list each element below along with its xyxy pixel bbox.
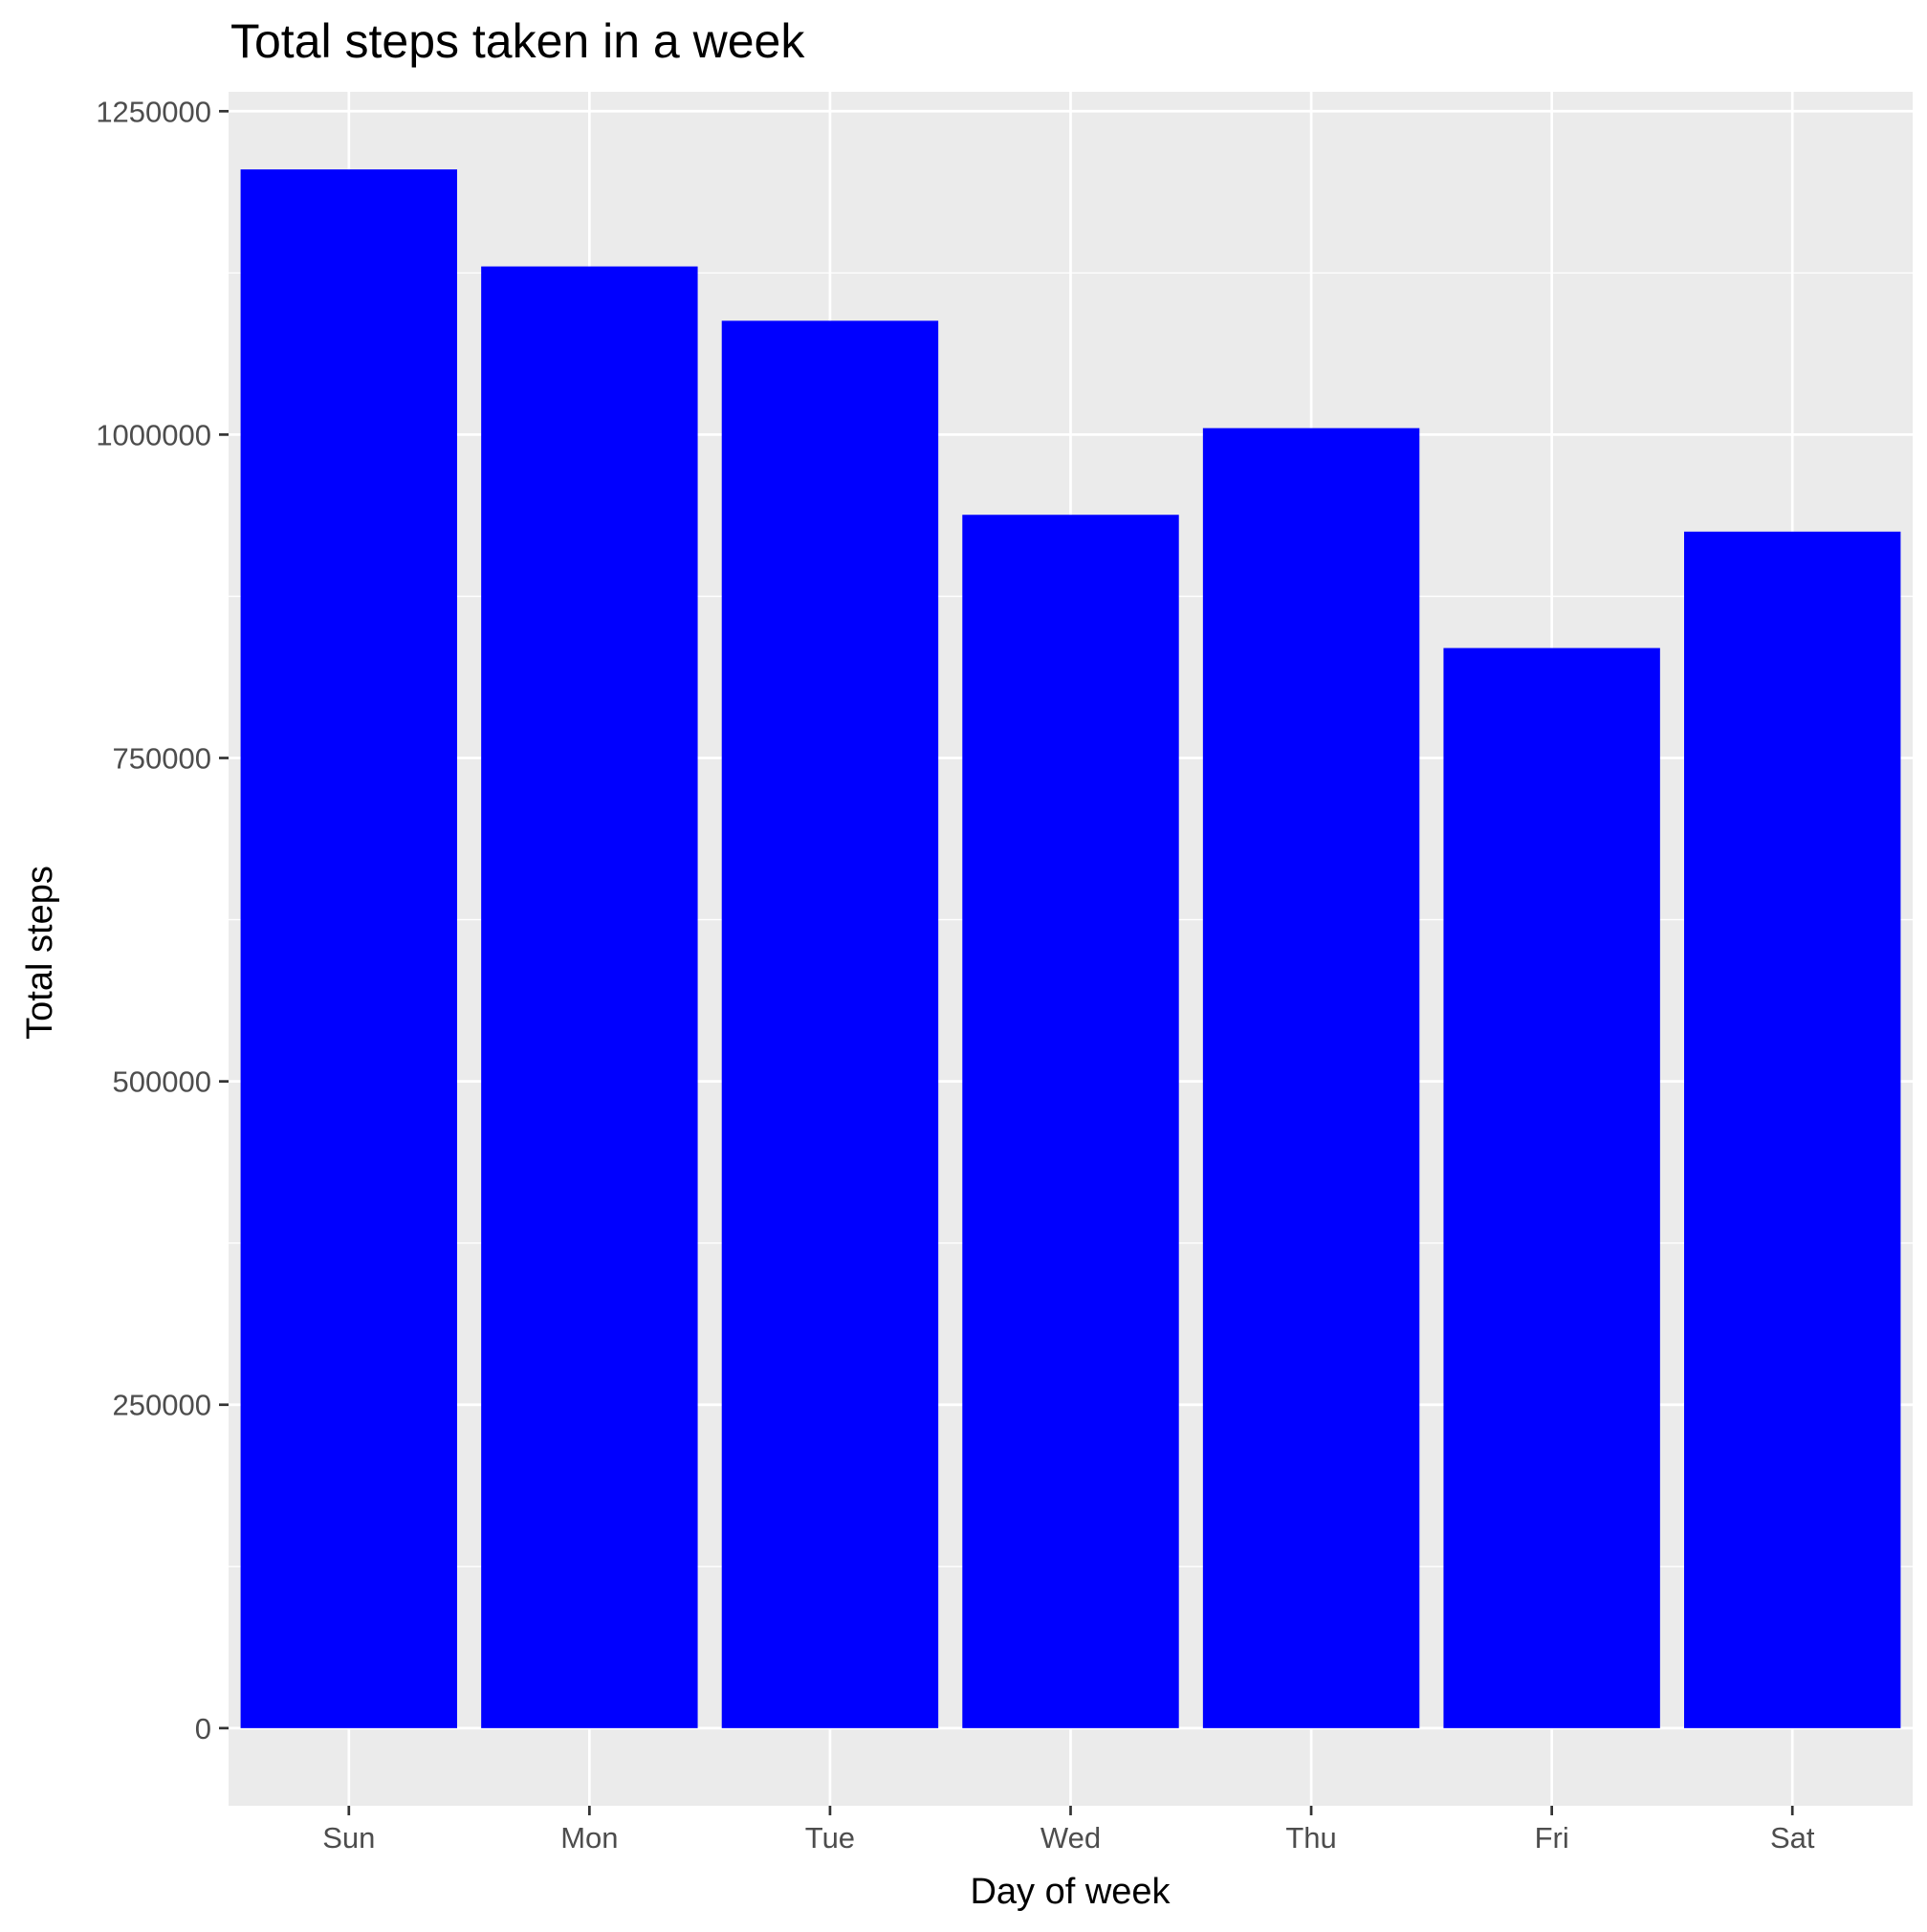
bar-sun <box>240 169 457 1728</box>
y-axis-title: Total steps <box>20 866 60 1040</box>
x-tick-label: Fri <box>1535 1821 1569 1855</box>
x-tick-label: Sat <box>1770 1821 1815 1855</box>
x-tick-label: Tue <box>805 1821 855 1855</box>
bar-wed <box>962 515 1179 1728</box>
y-tick-label: 0 <box>195 1712 211 1745</box>
x-axis-title: Day of week <box>970 1872 1171 1912</box>
y-tick-label: 500000 <box>113 1065 211 1099</box>
bars <box>240 169 1901 1728</box>
bar-tue <box>721 320 939 1728</box>
bar-mon <box>481 266 698 1728</box>
bar-fri <box>1443 648 1660 1728</box>
y-tick-label: 750000 <box>113 742 211 776</box>
chart-title: Total steps taken in a week <box>230 14 805 68</box>
bar-sat <box>1684 531 1901 1728</box>
bar-thu <box>1202 428 1420 1728</box>
y-tick-label: 1000000 <box>96 418 211 451</box>
x-tick-label: Sun <box>322 1821 375 1855</box>
x-tick-label: Thu <box>1285 1821 1336 1855</box>
y-tick-label: 250000 <box>113 1389 211 1422</box>
x-tick-label: Mon <box>560 1821 618 1855</box>
axes: 0 250000 500000 750000 1000000 1250000 Sun Mon T… <box>96 95 1815 1855</box>
y-tick-label: 1250000 <box>96 95 211 128</box>
x-tick-label: Wed <box>1040 1821 1101 1855</box>
